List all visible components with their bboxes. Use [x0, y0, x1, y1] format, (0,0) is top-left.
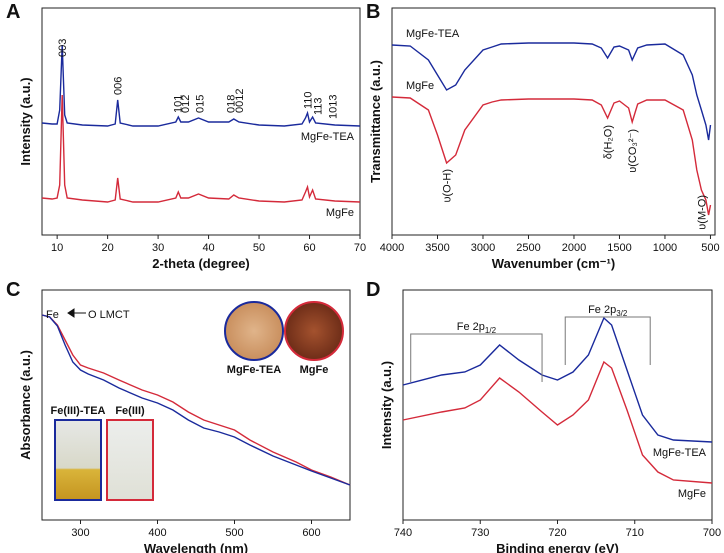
peak-label: 018	[225, 95, 237, 113]
photo	[54, 419, 102, 501]
y-axis-label: Transmittance (a.u.)	[368, 60, 383, 183]
photo	[106, 419, 154, 501]
peak-label: 012	[180, 95, 192, 113]
peak-label: 101	[172, 95, 184, 113]
peak-label: 113	[313, 97, 325, 115]
x-tick-label: 3500	[425, 242, 449, 254]
x-tick-label: 2500	[516, 242, 540, 254]
bracket-label: Fe 2p3/2	[588, 304, 628, 318]
inset-label: MgFe	[300, 364, 329, 376]
lmct-label: Fe	[46, 309, 59, 321]
x-tick-label: 1000	[653, 242, 677, 254]
series-line	[41, 314, 351, 486]
peak-label: 1013	[328, 95, 340, 119]
lmct-arrow	[67, 308, 86, 318]
x-tick-label: 4000	[380, 242, 404, 254]
peak-label: 006	[113, 77, 125, 95]
series-label: MgFe-TEA	[406, 28, 460, 40]
panel-label: D	[366, 279, 380, 301]
x-tick-label: 3000	[471, 242, 495, 254]
x-tick-label: 60	[303, 242, 315, 254]
x-tick-label: 710	[626, 527, 644, 539]
bracket-label: Fe 2p1/2	[457, 321, 497, 335]
plot-frame	[41, 289, 351, 521]
bracket-sub: 1/2	[485, 326, 497, 335]
bracket-text: Fe 2p	[588, 304, 616, 316]
y-axis-label: Absorbance (a.u.)	[18, 350, 33, 460]
x-tick-label: 300	[71, 527, 89, 539]
bracket	[410, 333, 543, 382]
x-tick-label: 2000	[562, 242, 586, 254]
x-tick-label: 40	[202, 242, 214, 254]
peak-label: υ(O-H)	[442, 169, 454, 203]
peak-label: δ(H₂O)	[603, 125, 615, 159]
series-line	[41, 94, 361, 203]
x-tick-label: 500	[225, 527, 243, 539]
y-axis-label: Intensity (a.u.)	[379, 361, 394, 449]
x-axis-label: 2-theta (degree)	[152, 256, 250, 271]
photo	[224, 301, 284, 361]
peak-label: 110	[303, 91, 315, 109]
series-label: MgFe-TEA	[653, 447, 707, 459]
x-tick-label: 400	[148, 527, 166, 539]
panel-label: A	[6, 1, 20, 23]
x-tick-label: 50	[253, 242, 265, 254]
inset-label: MgFe-TEA	[227, 364, 281, 376]
x-tick-label: 20	[101, 242, 113, 254]
x-tick-label: 500	[701, 242, 719, 254]
peak-label: υ(M-O)	[696, 195, 708, 230]
panel-label: C	[6, 279, 20, 301]
plot-frame	[391, 7, 716, 236]
peak-label: 0012	[234, 89, 246, 113]
series-line	[41, 314, 351, 486]
y-axis-label: Intensity (a.u.)	[18, 77, 33, 165]
series-label: MgFe	[678, 488, 706, 500]
series-line	[402, 316, 713, 443]
x-tick-label: 740	[394, 527, 412, 539]
x-tick-label: 10	[51, 242, 63, 254]
bracket	[564, 316, 651, 365]
x-tick-label: 1500	[607, 242, 631, 254]
series-label: MgFe	[406, 80, 434, 92]
bracket-text: Fe 2p	[457, 321, 485, 333]
x-tick-label: 70	[354, 242, 366, 254]
x-tick-label: 700	[703, 527, 721, 539]
inset-label: Fe(III)-TEA	[51, 405, 106, 417]
x-tick-label: 30	[152, 242, 164, 254]
series-label: MgFe-TEA	[301, 131, 355, 143]
lmct-label: O LMCT	[88, 309, 130, 321]
x-tick-label: 730	[471, 527, 489, 539]
inset-label: Fe(III)	[115, 405, 145, 417]
plot-frame	[402, 289, 713, 521]
panel-label: B	[366, 1, 380, 23]
plot-frame	[41, 7, 361, 236]
series-line	[402, 360, 713, 484]
photo	[284, 301, 344, 361]
x-axis-label: Wavenumber (cm⁻¹)	[492, 256, 615, 271]
series-line	[41, 44, 361, 127]
bracket-sub: 3/2	[616, 309, 628, 318]
series-line	[391, 96, 712, 216]
x-tick-label: 720	[548, 527, 566, 539]
peak-label: υ(CO₃²⁻)	[627, 129, 639, 173]
series-line	[391, 42, 712, 141]
series-label: MgFe	[326, 207, 354, 219]
peak-label: 003	[57, 39, 69, 57]
x-axis-label: Binding energy (eV)	[496, 541, 619, 553]
x-axis-label: Wavelength (nm)	[144, 541, 248, 553]
x-tick-label: 600	[302, 527, 320, 539]
peak-label: 015	[194, 95, 206, 113]
